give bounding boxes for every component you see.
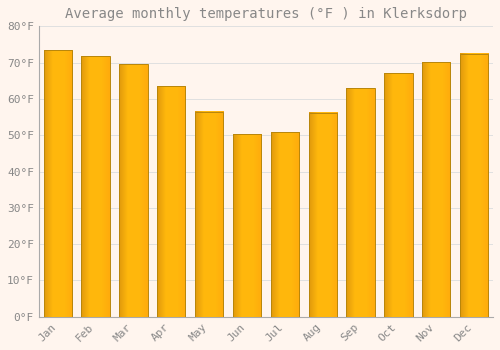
Bar [44,50,72,317]
Bar [270,132,299,317]
Bar [82,56,110,317]
Bar [346,88,375,317]
Title: Average monthly temperatures (°F ) in Klerksdorp: Average monthly temperatures (°F ) in Kl… [65,7,467,21]
Bar [233,134,261,317]
Bar [384,74,412,317]
Bar [195,112,224,317]
Bar [422,62,450,317]
Bar [119,64,148,317]
Bar [308,113,337,317]
Bar [460,54,488,317]
Bar [157,86,186,317]
